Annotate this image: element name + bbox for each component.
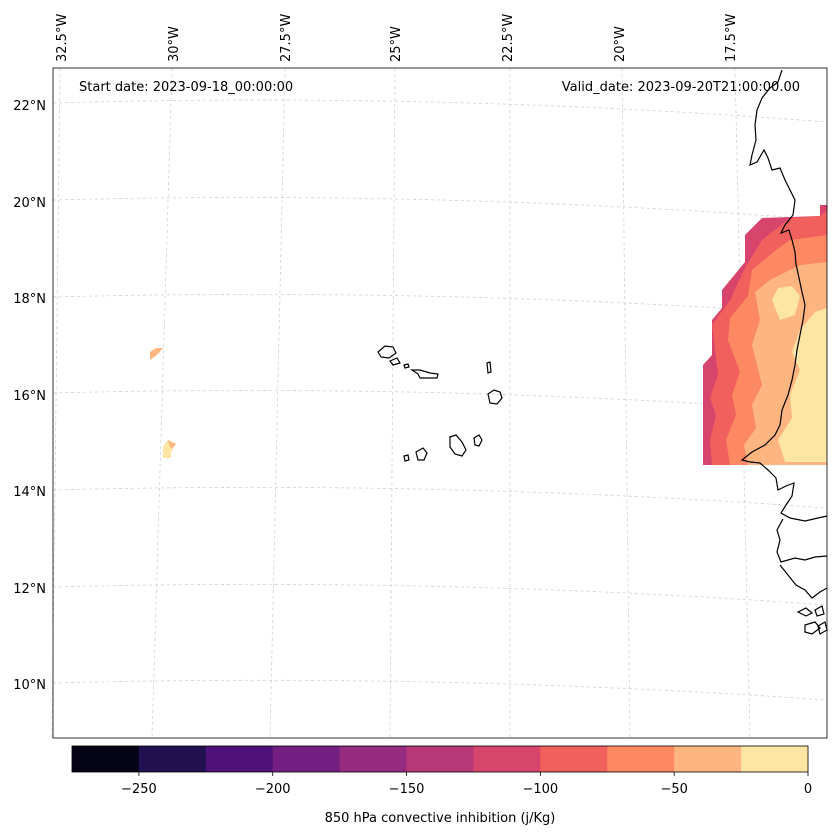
lon-label: 22.5°W xyxy=(501,14,516,62)
cin-region-fde5a4 xyxy=(778,308,827,462)
graticule xyxy=(51,67,828,739)
colorbar-segment xyxy=(138,746,207,772)
lat-label: 10°N xyxy=(13,678,46,693)
colorbar-tick-label: 0 xyxy=(804,782,812,797)
bijagos-islands xyxy=(796,605,828,635)
lat-label: 18°N xyxy=(13,292,46,307)
sao-vicente-island xyxy=(389,357,401,366)
colorbar-tick-label: −150 xyxy=(389,782,425,797)
lon-label: 27.5°W xyxy=(279,14,294,62)
cin-field xyxy=(150,205,827,465)
colorbar-segment xyxy=(473,746,541,772)
maio-island xyxy=(473,434,483,447)
colorbar-outline xyxy=(71,745,809,773)
lat-label: 12°N xyxy=(13,582,46,597)
valid-date-label: Valid_date: 2023-09-20T21:00:00.00 xyxy=(562,80,800,95)
boa-vista-island xyxy=(487,389,503,405)
lat-label: 22°N xyxy=(13,99,46,114)
latitude-labels: 22°N 20°N 18°N 16°N 14°N 12°N 10°N xyxy=(13,99,46,693)
colorbar: −250 −200 −150 −100 −50 0 850 hPa convec… xyxy=(71,745,812,826)
colorbar-tick-label: −200 xyxy=(255,782,291,797)
guinea-bissau-coast xyxy=(779,564,828,599)
sao-nicolau-island xyxy=(410,369,439,379)
lon-label: 32.5°W xyxy=(55,14,70,62)
santo-antao-island xyxy=(377,345,397,359)
lat-label: 20°N xyxy=(13,196,46,211)
colorbar-segment xyxy=(72,746,140,772)
colorbar-tick-label: −50 xyxy=(660,782,687,797)
map-frame xyxy=(52,67,828,739)
lon-label: 25°W xyxy=(389,26,404,62)
longitude-labels: 32.5°W 30°W 27.5°W 25°W 22.5°W 20°W 17.5… xyxy=(55,14,739,62)
colorbar-title: 850 hPa convective inhibition (j/Kg) xyxy=(325,811,556,826)
colorbar-tick-label: −250 xyxy=(121,782,157,797)
lon-label: 30°W xyxy=(167,26,182,62)
colorbar-segment xyxy=(540,746,608,772)
colorbar-segments xyxy=(72,746,809,772)
santa-luzia-island xyxy=(403,363,410,369)
colorbar-segment xyxy=(607,746,675,772)
lat-label: 14°N xyxy=(13,485,46,500)
sal-island xyxy=(486,361,492,374)
colorbar-segment xyxy=(674,746,742,772)
brava-island xyxy=(403,454,410,462)
colorbar-segment xyxy=(205,746,274,772)
start-date-label: Start date: 2023-09-18_00:00:00 xyxy=(79,80,293,95)
cin-speck-orange xyxy=(150,348,163,360)
cin-speck-orange xyxy=(168,440,176,449)
colorbar-segment xyxy=(406,746,474,772)
colorbar-segment xyxy=(272,746,341,772)
santiago-island xyxy=(449,434,467,457)
colorbar-tick-labels: −250 −200 −150 −100 −50 0 xyxy=(121,782,812,797)
lon-label: 20°W xyxy=(613,26,628,62)
lat-label: 16°N xyxy=(13,389,46,404)
gambia-coast xyxy=(776,518,828,563)
african-coastline xyxy=(740,69,828,522)
lon-label: 17.5°W xyxy=(724,14,739,62)
fogo-island xyxy=(415,447,428,461)
cin-region-fde5a4 xyxy=(772,286,800,320)
colorbar-ticks xyxy=(138,772,809,776)
coastlines xyxy=(377,69,828,635)
colorbar-segment xyxy=(741,746,809,772)
colorbar-segment xyxy=(339,746,408,772)
colorbar-tick-label: −100 xyxy=(523,782,559,797)
